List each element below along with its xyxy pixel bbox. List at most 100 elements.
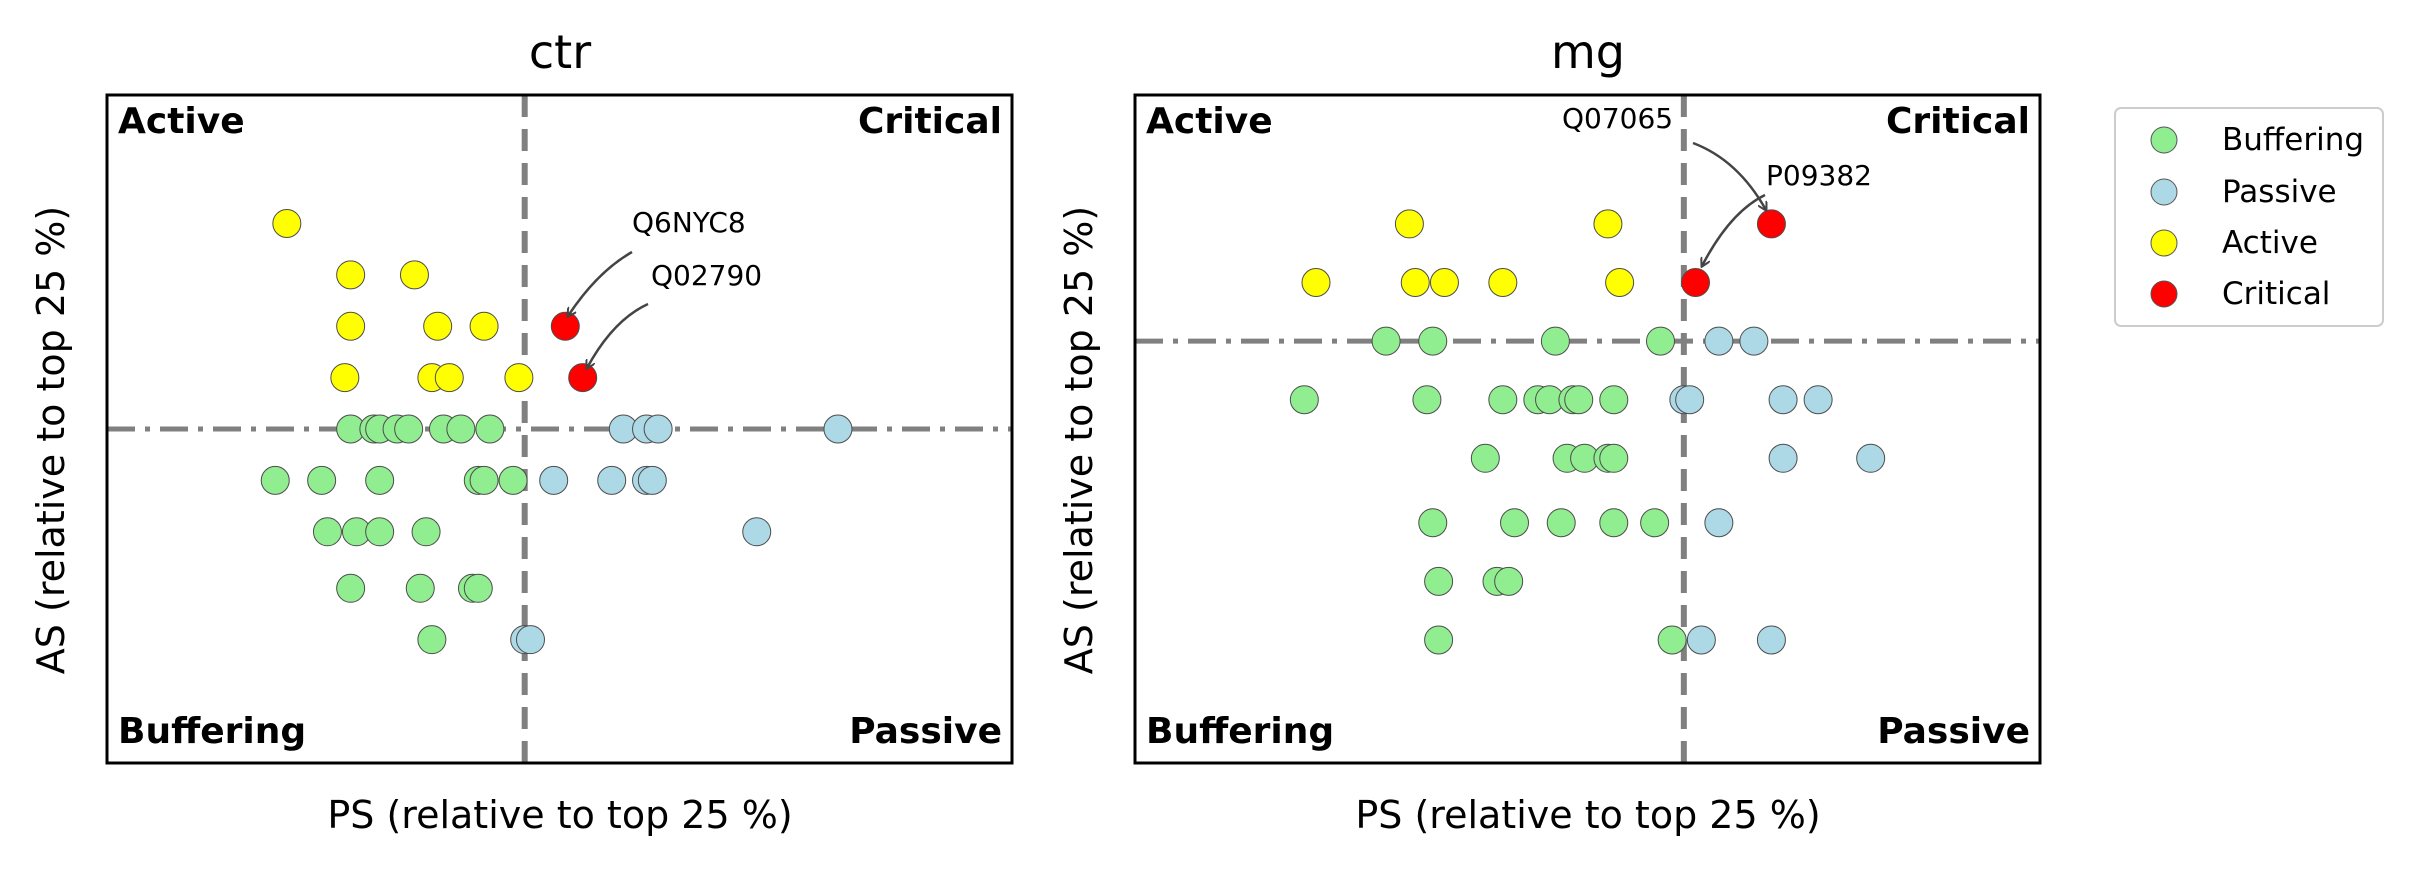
data-point-buffering: [1657, 625, 1687, 655]
data-point-buffering: [1424, 566, 1454, 596]
data-point-buffering: [1599, 385, 1629, 415]
legend-marker: [2150, 229, 2178, 257]
data-point-buffering: [394, 414, 424, 444]
legend-marker: [2150, 178, 2178, 206]
x-axis-label: PS (relative to top 25 %): [327, 793, 792, 837]
plot-frame: [1133, 93, 2042, 765]
data-point-buffering: [1488, 385, 1518, 415]
annotation-arrow: [587, 302, 649, 368]
data-point-buffering: [498, 465, 528, 495]
data-point-passive: [1768, 443, 1798, 473]
data-point-buffering: [336, 573, 366, 603]
data-point-buffering: [469, 465, 499, 495]
data-point-passive: [597, 465, 627, 495]
data-point-passive: [1768, 385, 1798, 415]
quadrant-label-critical: Critical: [1886, 101, 2030, 142]
data-point-passive: [823, 414, 853, 444]
annotation-arrow: [1702, 193, 1766, 266]
legend-marker: [2150, 280, 2178, 308]
data-point-buffering: [1371, 326, 1401, 356]
data-point-buffering: [1418, 508, 1448, 538]
data-point-active: [1593, 209, 1623, 239]
panel-mg: mg PS (relative to top 25 %) AS (relativ…: [1057, 25, 2042, 837]
legend-label: Active: [2222, 225, 2318, 261]
data-point-buffering: [1645, 326, 1675, 356]
data-point-buffering: [1289, 385, 1319, 415]
data-point-active: [1394, 209, 1424, 239]
annotation-arrow: [568, 250, 633, 316]
data-point-buffering: [1599, 443, 1629, 473]
data-point-passive: [539, 465, 569, 495]
data-point-critical: [1756, 209, 1786, 239]
data-point-active: [336, 260, 366, 290]
data-point-active: [504, 363, 534, 393]
data-point-passive: [1686, 625, 1716, 655]
plot-frame: [105, 93, 1014, 765]
data-point-passive: [643, 414, 673, 444]
data-point-passive: [1803, 385, 1833, 415]
annotation-label: Q07065: [1562, 102, 1673, 135]
data-point-passive: [1704, 508, 1734, 538]
chart-title: ctr: [529, 25, 591, 79]
data-point-active: [1400, 268, 1430, 298]
data-point-buffering: [365, 465, 395, 495]
quadrant-label-buffering: Buffering: [118, 711, 306, 752]
data-point-buffering: [1546, 508, 1576, 538]
quadrant-label-passive: Passive: [1877, 711, 2030, 752]
data-point-buffering: [1540, 326, 1570, 356]
legend-label: Buffering: [2222, 122, 2364, 158]
data-point-buffering: [1564, 385, 1594, 415]
data-point-buffering: [1470, 443, 1500, 473]
chart-title: mg: [1551, 25, 1625, 79]
data-point-buffering: [1640, 508, 1670, 538]
data-points: [1289, 209, 1886, 655]
data-point-buffering: [1500, 508, 1530, 538]
data-point-active: [469, 311, 499, 341]
data-point-active: [1301, 268, 1331, 298]
data-point-buffering: [463, 573, 493, 603]
data-point-passive: [1756, 625, 1786, 655]
legend-frame: [2114, 107, 2384, 327]
quadrant-label-buffering: Buffering: [1146, 711, 1334, 752]
x-axis-label: PS (relative to top 25 %): [1355, 793, 1820, 837]
data-point-passive: [1675, 385, 1705, 415]
annotation-label: Q6NYC8: [632, 206, 746, 239]
data-point-buffering: [307, 465, 337, 495]
data-point-active: [330, 363, 360, 393]
legend-label: Passive: [2222, 174, 2337, 210]
data-point-buffering: [446, 414, 476, 444]
data-point-active: [1605, 268, 1635, 298]
data-point-buffering: [405, 573, 435, 603]
data-point-passive: [1739, 326, 1769, 356]
legend: Buffering Passive Active Critical: [2114, 107, 2384, 327]
quadrant-label-critical: Critical: [858, 101, 1002, 142]
y-axis-label: AS (relative to top 25 %): [1057, 206, 1101, 674]
data-point-passive: [1704, 326, 1734, 356]
data-point-buffering: [1418, 326, 1448, 356]
data-point-buffering: [475, 414, 505, 444]
data-point-buffering: [411, 517, 441, 547]
data-point-critical: [1681, 268, 1711, 298]
data-point-passive: [1856, 443, 1886, 473]
data-point-passive: [637, 465, 667, 495]
legend-label: Critical: [2222, 276, 2330, 312]
data-point-buffering: [1494, 566, 1524, 596]
data-point-buffering: [1424, 625, 1454, 655]
data-point-active: [336, 311, 366, 341]
quadrant-label-passive: Passive: [849, 711, 1002, 752]
data-point-buffering: [260, 465, 290, 495]
data-point-active: [434, 363, 464, 393]
data-point-active: [423, 311, 453, 341]
data-point-active: [399, 260, 429, 290]
data-point-active: [1488, 268, 1518, 298]
data-point-critical: [568, 363, 598, 393]
panel-ctr: ctr PS (relative to top 25 %) AS (relati…: [29, 25, 1014, 837]
data-point-buffering: [312, 517, 342, 547]
data-point-active: [272, 208, 302, 238]
y-axis-label: AS (relative to top 25 %): [29, 206, 73, 674]
quadrant-label-active: Active: [1146, 101, 1273, 142]
data-points: [260, 208, 853, 655]
annotation-arrow: [1692, 141, 1766, 210]
data-point-critical: [550, 311, 580, 341]
